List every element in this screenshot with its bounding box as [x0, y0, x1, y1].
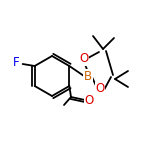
Text: O: O: [84, 93, 94, 107]
Text: O: O: [79, 52, 89, 66]
Text: B: B: [84, 69, 92, 83]
Text: F: F: [13, 55, 20, 69]
Text: O: O: [95, 83, 105, 95]
